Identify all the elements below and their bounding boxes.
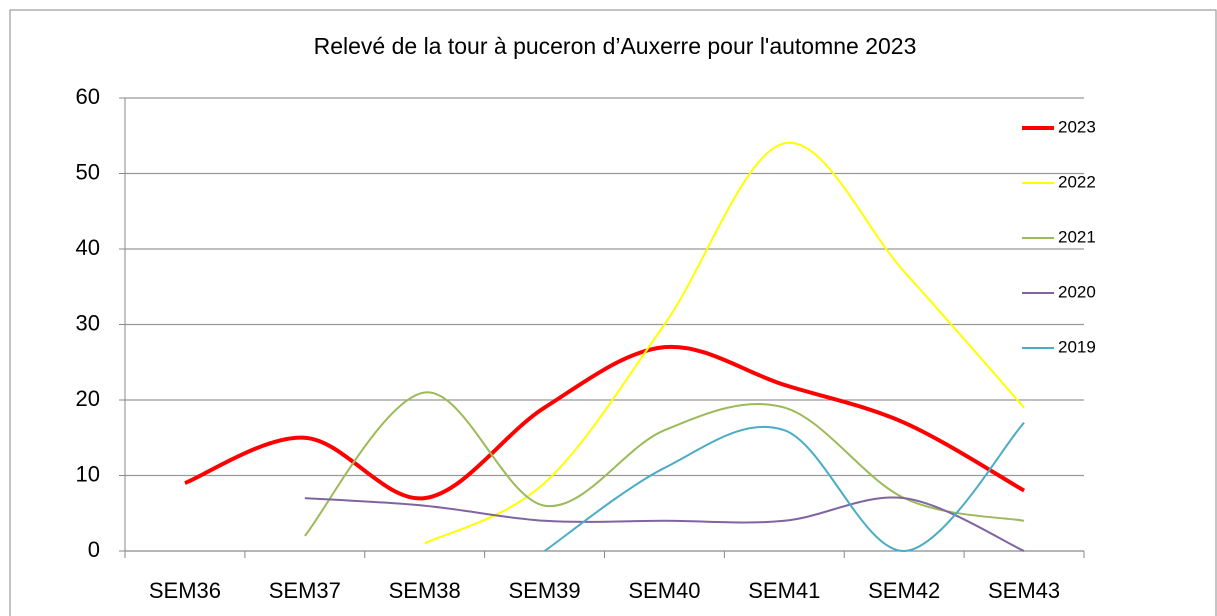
x-tick-label: SEM43 bbox=[988, 578, 1060, 603]
legend-label: 2020 bbox=[1058, 282, 1096, 301]
legend-label: 2023 bbox=[1058, 117, 1096, 136]
y-tick-label: 50 bbox=[76, 159, 100, 184]
y-tick-label: 60 bbox=[76, 84, 100, 109]
x-tick-label: SEM36 bbox=[149, 578, 221, 603]
y-tick-label: 10 bbox=[76, 461, 100, 486]
x-tick-label: SEM37 bbox=[269, 578, 341, 603]
legend-label: 2021 bbox=[1058, 227, 1096, 246]
series-line bbox=[543, 421, 1025, 553]
legend-label: 2019 bbox=[1058, 337, 1096, 356]
x-tick-label: SEM40 bbox=[628, 578, 700, 603]
series-line bbox=[424, 141, 1025, 545]
legend-label: 2022 bbox=[1058, 172, 1096, 191]
series-line bbox=[304, 496, 1025, 552]
series-line bbox=[184, 344, 1026, 501]
y-tick-label: 0 bbox=[88, 537, 100, 562]
chart-border bbox=[9, 9, 1217, 616]
x-tick-label: SEM41 bbox=[748, 578, 820, 603]
y-tick-label: 30 bbox=[76, 310, 100, 335]
x-tick-label: SEM38 bbox=[389, 578, 461, 603]
y-tick-label: 40 bbox=[76, 235, 100, 260]
x-tick-label: SEM39 bbox=[508, 578, 580, 603]
series-line bbox=[304, 391, 1025, 537]
x-tick-label: SEM42 bbox=[868, 578, 940, 603]
y-tick-label: 20 bbox=[76, 386, 100, 411]
chart-title: Relevé de la tour à puceron d’Auxerre po… bbox=[314, 33, 917, 59]
